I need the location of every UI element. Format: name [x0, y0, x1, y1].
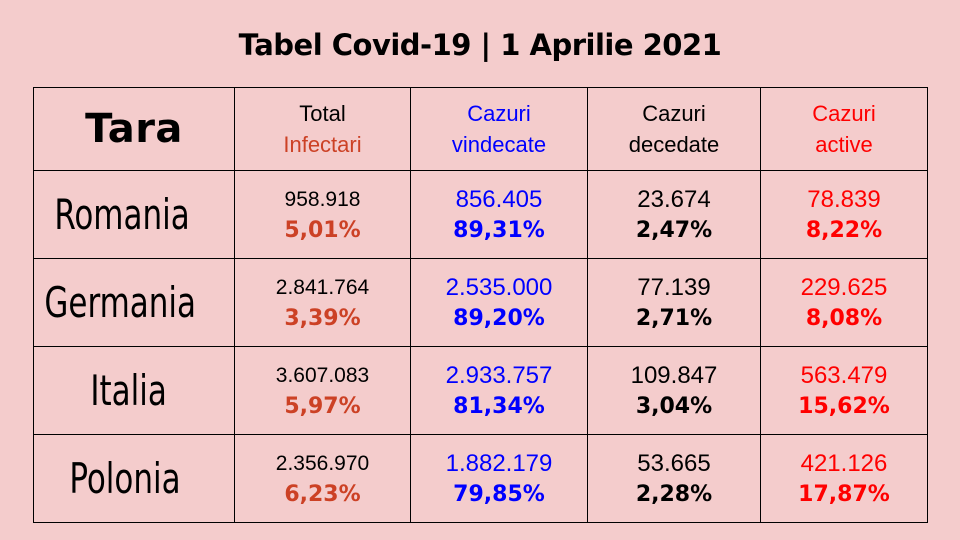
vindecate-cell: 2.535.000 89,20%: [410, 258, 588, 347]
country-cell: Romania: [33, 170, 235, 259]
total-pct: 3,39%: [284, 305, 361, 331]
total-cell: 958.918 5,01%: [234, 170, 411, 259]
decedate-cell: 23.674 2,47%: [587, 170, 761, 259]
decedate-cell: 53.665 2,28%: [587, 434, 761, 523]
header-active-line2: active: [815, 132, 873, 157]
country-cell: Polonia: [33, 434, 235, 523]
active-value: 563.479: [800, 361, 888, 389]
decedate-value: 109.847: [630, 361, 718, 389]
total-pct: 5,01%: [284, 217, 361, 243]
total-cell: 3.607.083 5,97%: [234, 346, 411, 435]
decedate-cell: 109.847 3,04%: [587, 346, 761, 435]
header-vindecate: Cazuri vindecate: [410, 87, 588, 171]
table-header-row: Tara Total Infectari Cazuri vindecate Ca…: [33, 87, 928, 171]
active-value: 78.839: [807, 185, 881, 213]
active-cell: 563.479 15,62%: [760, 346, 928, 435]
header-total-line2: Infectari: [283, 132, 362, 157]
total-cell: 2.841.764 3,39%: [234, 258, 411, 347]
country-cell: Germania: [33, 258, 235, 347]
active-cell: 421.126 17,87%: [760, 434, 928, 523]
header-total: Total Infectari: [234, 87, 411, 171]
decedate-pct: 2,71%: [635, 305, 713, 331]
header-total-line1: Total: [299, 101, 346, 126]
decedate-pct: 3,04%: [635, 393, 713, 419]
vindecate-cell: 1.882.179 79,85%: [410, 434, 588, 523]
vindecate-cell: 856.405 89,31%: [410, 170, 588, 259]
vindecate-value: 1.882.179: [445, 449, 553, 477]
header-tara: Tara: [33, 87, 235, 171]
decedate-pct: 2,47%: [635, 217, 713, 243]
active-pct: 8,22%: [805, 217, 883, 243]
vindecate-value: 2.535.000: [445, 273, 553, 301]
vindecate-value: 2.933.757: [445, 361, 553, 389]
table-row: Italia 3.607.083 5,97% 2.933.757 81,34% …: [33, 346, 928, 435]
active-pct: 15,62%: [798, 393, 890, 419]
header-decedate-line1: Cazuri: [642, 101, 706, 126]
decedate-value: 23.674: [637, 185, 711, 213]
vindecate-pct: 89,31%: [453, 217, 545, 243]
header-vindecate-line1: Cazuri: [467, 101, 531, 126]
header-vindecate-line2: vindecate: [451, 132, 547, 157]
table-row: Polonia 2.356.970 6,23% 1.882.179 79,85%…: [33, 434, 928, 523]
header-active: Cazuri active: [760, 87, 928, 171]
active-pct: 17,87%: [798, 481, 890, 507]
total-value: 2.841.764: [275, 275, 370, 299]
header-decedate: Cazuri decedate: [587, 87, 761, 171]
vindecate-pct: 89,20%: [453, 305, 545, 331]
total-pct: 5,97%: [284, 393, 361, 419]
table-row: Romania 958.918 5,01% 856.405 89,31% 23.…: [33, 170, 928, 259]
total-value: 958.918: [284, 187, 361, 211]
header-decedate-line2: decedate: [628, 132, 720, 157]
vindecate-value: 856.405: [455, 185, 543, 213]
decedate-cell: 77.139 2,71%: [587, 258, 761, 347]
country-name: Romania: [54, 190, 190, 239]
vindecate-cell: 2.933.757 81,34%: [410, 346, 588, 435]
active-cell: 78.839 8,22%: [760, 170, 928, 259]
header-tara-label: Tara: [85, 106, 183, 152]
covid-table: Tara Total Infectari Cazuri vindecate Ca…: [33, 87, 928, 523]
vindecate-pct: 81,34%: [453, 393, 545, 419]
vindecate-pct: 79,85%: [453, 481, 545, 507]
country-name: Polonia: [69, 454, 181, 503]
active-value: 421.126: [800, 449, 888, 477]
active-cell: 229.625 8,08%: [760, 258, 928, 347]
decedate-value: 53.665: [637, 449, 711, 477]
country-cell: Italia: [33, 346, 235, 435]
page-title: Tabel Covid-19 | 1 Aprilie 2021: [238, 28, 722, 62]
total-value: 3.607.083: [275, 363, 370, 387]
header-active-line1: Cazuri: [812, 101, 876, 126]
decedate-pct: 2,28%: [635, 481, 713, 507]
decedate-value: 77.139: [637, 273, 711, 301]
active-pct: 8,08%: [805, 305, 883, 331]
total-cell: 2.356.970 6,23%: [234, 434, 411, 523]
active-value: 229.625: [800, 273, 888, 301]
country-name: Germania: [44, 278, 197, 327]
total-value: 2.356.970: [275, 451, 370, 475]
country-name: Italia: [90, 366, 167, 415]
total-pct: 6,23%: [284, 481, 361, 507]
table-row: Germania 2.841.764 3,39% 2.535.000 89,20…: [33, 258, 928, 347]
